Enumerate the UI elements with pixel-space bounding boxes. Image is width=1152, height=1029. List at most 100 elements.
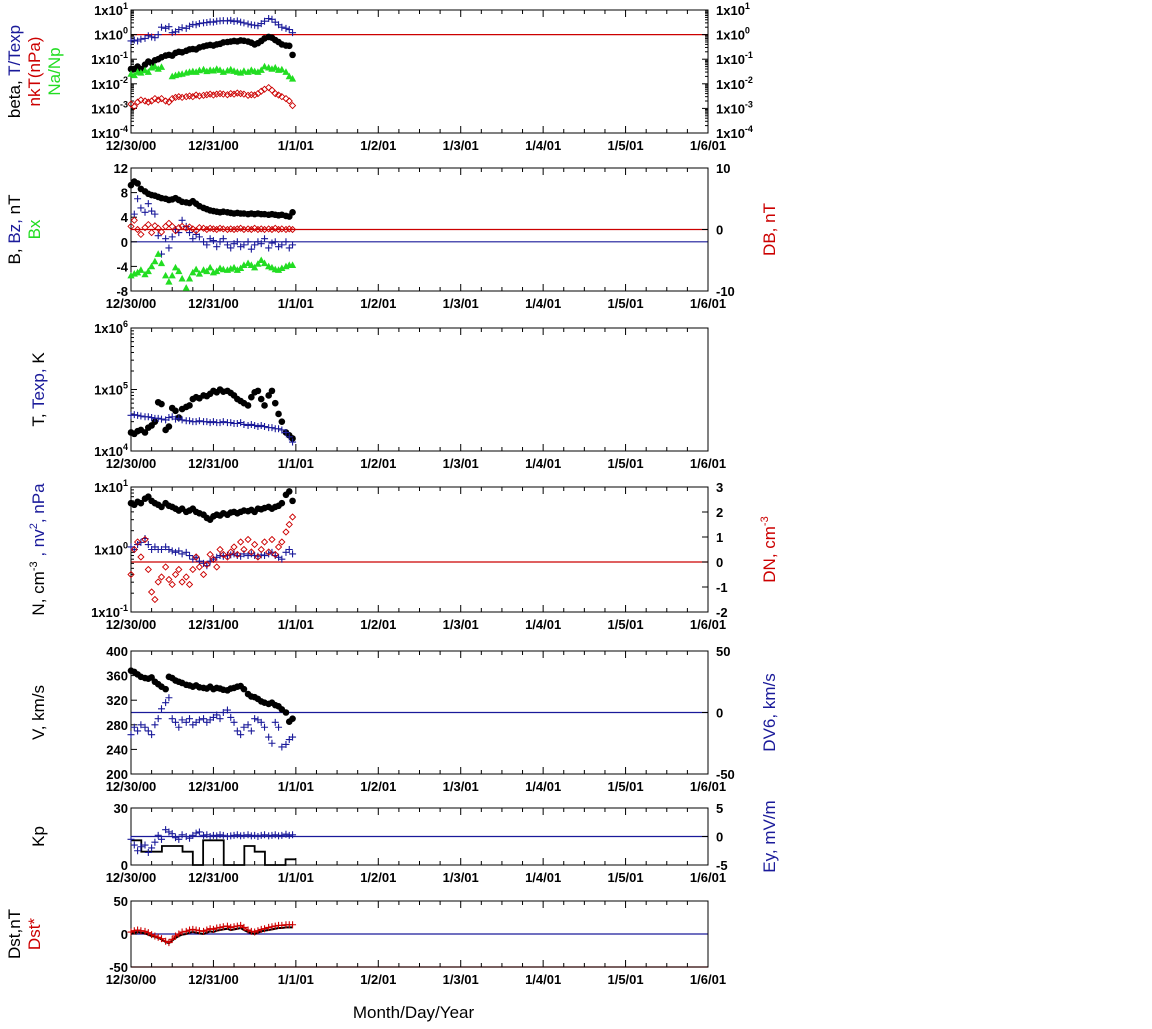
data-point — [186, 552, 194, 560]
data-point — [247, 225, 255, 234]
x-tick-label: 1/3/01 — [443, 972, 479, 987]
data-point — [275, 832, 283, 840]
data-point — [203, 241, 211, 249]
data-point — [271, 550, 279, 559]
data-point — [289, 51, 296, 59]
y-axis-label-part: N, cm — [29, 571, 48, 615]
data-point — [206, 419, 214, 427]
x-tick-label: 1/1/01 — [278, 456, 314, 471]
panel-temperature: 12/30/00 12/31/00 1/1/01 1/2/01 1/3/01 1/4/01… — [29, 319, 726, 471]
x-tick-label: 12/31/00 — [188, 870, 239, 885]
data-point — [213, 832, 221, 840]
y2-tick-label: 0 — [716, 706, 723, 721]
data-point — [285, 488, 293, 495]
data-point — [130, 545, 138, 554]
data-point — [141, 535, 149, 544]
data-point — [165, 219, 173, 227]
data-point — [247, 245, 255, 253]
data-point — [182, 718, 190, 726]
data-point — [244, 721, 252, 729]
data-point — [151, 257, 159, 265]
data-point — [151, 94, 159, 103]
x-tick-label: 1/6/01 — [690, 456, 726, 471]
data-point — [182, 573, 190, 581]
y2-tick-label: 0 — [716, 830, 723, 845]
data-point — [134, 180, 141, 187]
data-point — [288, 225, 297, 234]
data-point — [134, 37, 142, 45]
data-point — [213, 225, 221, 234]
x-tick-label: 1/6/01 — [690, 617, 726, 632]
data-point — [182, 284, 190, 291]
panel-magnetic-field: 12/30/00 12/31/00 1/1/01 1/2/01 1/3/01 1/4/01… — [5, 161, 779, 311]
data-point — [200, 715, 208, 723]
data-point — [209, 18, 217, 26]
data-point — [192, 21, 200, 29]
data-point — [127, 570, 135, 579]
data-point — [157, 546, 165, 553]
y-tick-label: 1x101 — [94, 478, 128, 495]
data-point — [268, 831, 276, 839]
data-point — [261, 552, 269, 560]
y-axis-label: Dst,nT — [5, 909, 24, 959]
data-point — [137, 553, 145, 561]
data-point — [240, 241, 248, 249]
data-point — [216, 545, 224, 554]
y2-tick-label: 50 — [716, 644, 730, 659]
y-axis-label-part: Bx — [25, 219, 44, 239]
data-point — [199, 570, 208, 579]
data-point — [137, 230, 145, 239]
data-point — [161, 222, 170, 231]
y2-tick-label-exponent: 1 — [745, 1, 750, 11]
data-point — [189, 565, 197, 574]
data-point — [189, 93, 197, 101]
data-point — [257, 421, 265, 429]
data-point — [175, 723, 183, 731]
x-tick-label: 1/4/01 — [525, 296, 561, 311]
data-point — [154, 96, 162, 104]
y-axis-label-part: -3 — [28, 561, 40, 571]
series-line — [131, 839, 296, 866]
x-tick-label: 1/2/01 — [360, 972, 396, 987]
data-point — [275, 243, 283, 251]
data-point — [268, 225, 276, 234]
data-point — [219, 709, 227, 716]
data-point — [233, 420, 241, 427]
data-point — [244, 926, 252, 934]
y-tick-label: 30 — [114, 801, 128, 816]
data-point — [148, 844, 156, 852]
data-point — [137, 538, 145, 546]
data-point — [278, 555, 286, 563]
data-point — [127, 271, 135, 279]
data-point — [209, 418, 217, 426]
data-point — [282, 94, 290, 103]
data-point — [261, 831, 269, 839]
data-point — [175, 547, 183, 555]
data-point — [278, 65, 286, 73]
data-point — [157, 94, 166, 103]
y-tick-label-exponent: -1 — [120, 50, 128, 60]
data-point — [230, 240, 238, 248]
data-point — [154, 831, 162, 839]
data-point — [219, 235, 227, 243]
x-tick-label: 1/1/01 — [278, 779, 314, 794]
y2-axis-label-part: DN, cm — [760, 526, 779, 583]
data-point — [168, 222, 176, 231]
data-point — [289, 715, 296, 722]
data-point — [130, 102, 138, 111]
data-point — [209, 925, 217, 933]
data-point — [271, 718, 279, 726]
data-point — [251, 715, 259, 723]
data-point — [247, 832, 255, 840]
y-axis-label-part: Dst,nT — [5, 909, 24, 959]
data-point — [134, 195, 142, 203]
data-point — [165, 828, 173, 836]
data-point — [165, 414, 173, 422]
data-point — [157, 835, 165, 843]
x-tick-label: 1/5/01 — [607, 870, 643, 885]
data-point — [168, 29, 176, 37]
data-point — [251, 421, 259, 429]
data-point — [282, 428, 290, 436]
data-point — [141, 841, 149, 849]
data-point — [130, 841, 138, 849]
